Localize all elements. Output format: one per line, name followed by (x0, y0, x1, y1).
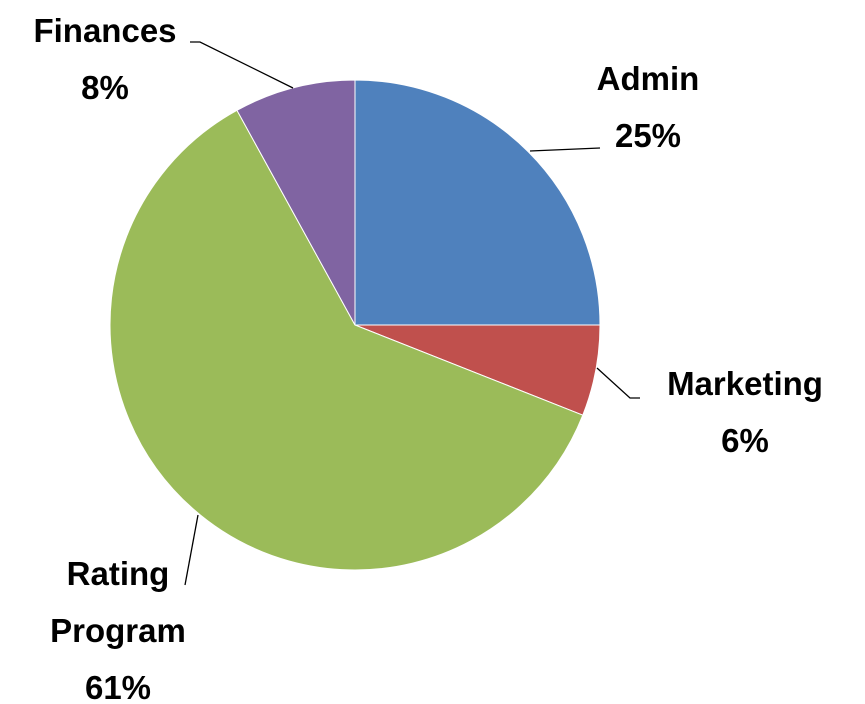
data-label: Admin 25% (548, 50, 748, 164)
pie-slice (354, 79, 601, 326)
slice-name: Rating Program (50, 555, 186, 649)
leader-line (596, 367, 640, 399)
slice-value: 61% (84, 669, 152, 704)
slice-name: Admin (596, 60, 700, 97)
slice-value: 25% (614, 117, 682, 154)
data-label: Finances 8% (5, 2, 205, 116)
leader-line (184, 514, 199, 586)
data-label: Rating Program 61% (31, 545, 206, 704)
data-label: Marketing 6% (635, 355, 855, 469)
slice-value: 6% (721, 422, 769, 459)
pie-slice (109, 109, 584, 571)
slice-name: Marketing (667, 365, 823, 402)
pie-slice (236, 79, 356, 326)
slice-value: 8% (81, 69, 129, 106)
leader-line (529, 147, 601, 152)
leader-line (190, 41, 294, 89)
slice-name: Finances (33, 12, 177, 49)
